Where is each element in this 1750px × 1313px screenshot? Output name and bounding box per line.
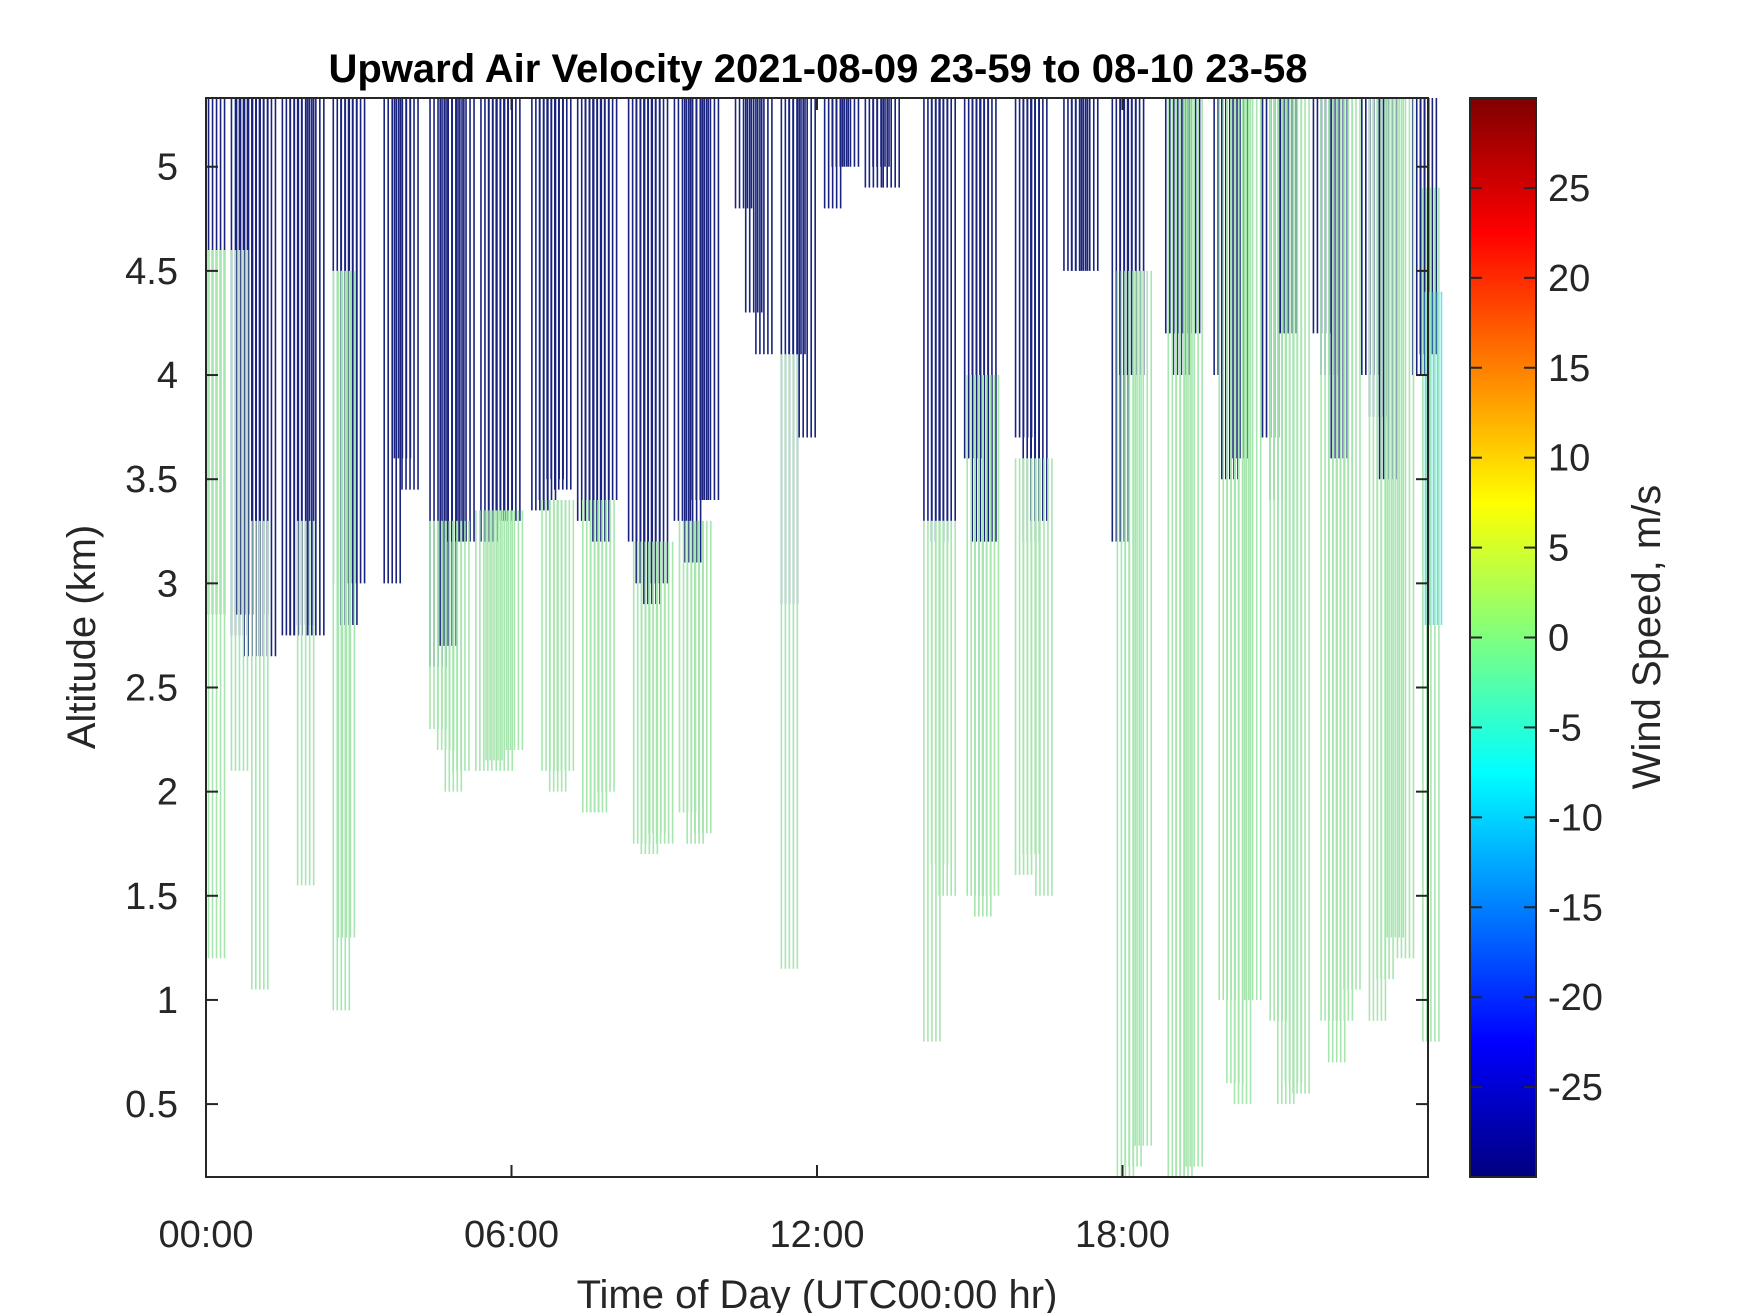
y-axis: 0.5 1 1.5 2 2.5 3 3.5 4 4.5 5 [125, 147, 1428, 1126]
y-tick-label: 1.5 [125, 876, 178, 918]
y-tick-label: 5 [157, 147, 178, 189]
y-tick-label: 2.5 [125, 667, 178, 709]
chart-title: Upward Air Velocity 2021-08-09 23-59 to … [328, 47, 1307, 91]
x-tick-label: 06:00 [464, 1214, 559, 1256]
colorbar-tick-label: -10 [1548, 797, 1603, 839]
y-tick-label: 4 [157, 355, 178, 397]
x-tick-label: 12:00 [769, 1214, 864, 1256]
y-tick-label: 3 [157, 563, 178, 605]
y-tick-label: 1 [157, 980, 178, 1022]
colorbar-tick-label: -5 [1548, 707, 1582, 749]
x-axis-label: Time of Day (UTC00:00 hr) [577, 1273, 1058, 1313]
plot-area [207, 98, 1443, 1177]
colorbar-tick-label: -15 [1548, 887, 1603, 929]
x-tick-label: 18:00 [1075, 1214, 1170, 1256]
x-axis: 00:00 06:00 12:00 18:00 [158, 98, 1170, 1256]
y-tick-label: 3.5 [125, 459, 178, 501]
colorbar-tick-label: 5 [1548, 528, 1569, 570]
colorbar-tick-label: -20 [1548, 977, 1603, 1019]
y-tick-label: 2 [157, 772, 178, 814]
colorbar-tick-label: 10 [1548, 438, 1590, 480]
x-tick-label: 00:00 [158, 1214, 253, 1256]
y-tick-label: 0.5 [125, 1084, 178, 1126]
colorbar-tick-label: -25 [1548, 1067, 1603, 1109]
y-tick-label: 4.5 [125, 251, 178, 293]
colorbar-tick-label: 15 [1548, 348, 1590, 390]
colorbar-tick-label: 0 [1548, 618, 1569, 660]
colorbar-tick-label: 20 [1548, 258, 1590, 300]
colorbar-tick-label: 25 [1548, 168, 1590, 210]
colorbar-label: Wind Speed, m/s [1625, 485, 1669, 790]
colorbar-axis: -25 -20 -15 -10 -5 0 5 10 15 20 25 [1470, 168, 1603, 1109]
y-axis-label: Altitude (km) [60, 525, 104, 750]
